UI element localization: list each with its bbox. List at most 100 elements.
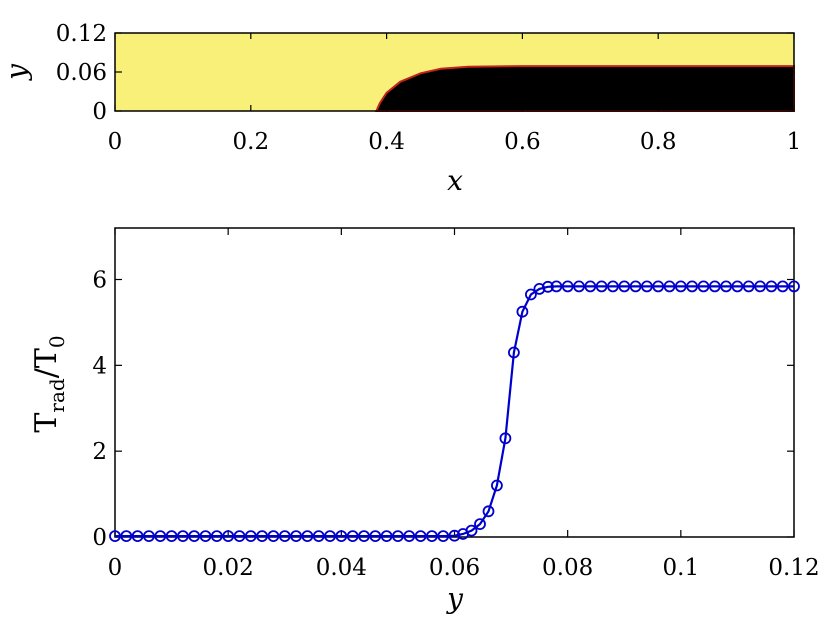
data-point-marker	[686, 280, 698, 293]
data-point-marker	[474, 518, 486, 530]
data-point-marker	[490, 479, 503, 492]
data-point-marker	[448, 529, 461, 542]
data-point-marker	[346, 530, 359, 542]
line-x-tick-label: 0.08	[542, 555, 593, 581]
line-x-tick-label: 0.04	[316, 555, 367, 581]
data-point-marker	[765, 280, 778, 293]
heatmap-y-tick-label: 0.12	[56, 21, 107, 47]
ylabel-sub-0: 0	[45, 335, 69, 348]
data-point-marker	[391, 530, 404, 542]
heatmap-x-tick-label: 0.8	[640, 129, 677, 155]
data-point-marker	[380, 530, 393, 542]
data-point-marker	[131, 530, 144, 542]
data-point-marker	[142, 530, 155, 542]
data-point-marker	[663, 280, 676, 293]
data-point-marker	[222, 530, 235, 542]
data-point-marker	[607, 280, 619, 293]
data-point-marker	[465, 524, 478, 537]
data-point-marker	[312, 530, 325, 542]
data-point-marker	[708, 280, 721, 293]
data-point-marker	[525, 288, 537, 301]
data-point-marker	[199, 530, 212, 542]
data-point-marker	[278, 530, 291, 542]
data-point-marker	[641, 280, 653, 293]
ylabel-sub-rad: rad	[45, 378, 69, 412]
data-point-marker	[561, 280, 574, 293]
data-point-marker	[533, 282, 546, 295]
data-point-marker	[595, 280, 608, 293]
data-point-marker	[188, 530, 201, 542]
data-point-marker	[176, 530, 189, 542]
line-x-tick-label: 0	[108, 555, 123, 581]
heatmap-y-axis-label: y	[0, 63, 33, 82]
data-point-marker	[652, 280, 665, 293]
line-x-tick-label: 0.06	[429, 555, 480, 581]
data-point-marker	[629, 280, 642, 293]
heatmap-x-tick-label: 0.2	[233, 129, 270, 155]
data-point-marker	[244, 530, 257, 542]
heatmap-x-tick-label: 0.4	[368, 129, 405, 155]
line-y-tick-label: 2	[92, 439, 107, 465]
data-point-marker	[788, 280, 800, 293]
line-x-tick-label: 0.12	[768, 555, 819, 581]
ylabel-slash-t: /T	[29, 348, 64, 378]
heatmap-x-tick-label: 0.6	[504, 129, 541, 155]
data-point-marker	[301, 530, 314, 542]
line-x-axis-label: y	[445, 582, 464, 615]
heatmap-x-axis-label: x	[447, 164, 463, 197]
heatmap-x-tick-label: 0	[108, 129, 123, 155]
heatmap-x-tick-label: 1	[787, 129, 802, 155]
heatmap-y-ticks: 0 0.06 0.12	[56, 21, 794, 125]
data-point-marker	[508, 346, 520, 359]
line-x-tick-label: 0.02	[203, 555, 254, 581]
data-point-marker	[358, 530, 370, 542]
data-point-marker	[742, 280, 755, 293]
heatmap-y-tick-label: 0.06	[56, 60, 107, 86]
line-x-tick-label: 0.1	[663, 555, 700, 581]
data-point-marker	[425, 530, 438, 542]
data-point-marker	[154, 530, 167, 542]
series-markers	[109, 280, 800, 542]
data-point-marker	[109, 530, 121, 542]
data-point-marker	[290, 530, 303, 542]
ylabel-main: T	[29, 413, 64, 433]
line-x-ticks: 0 0.02 0.04 0.06 0.08 0.1 0.12	[108, 228, 820, 581]
data-point-marker	[482, 505, 495, 518]
svg-text:Trad/T0: Trad/T0	[29, 335, 69, 432]
heatmap-low-region	[374, 65, 795, 112]
data-point-marker	[414, 530, 427, 542]
data-point-marker	[120, 530, 133, 542]
line-y-tick-label: 6	[92, 268, 107, 294]
heatmap-y-tick-label: 0	[92, 99, 107, 125]
data-point-marker	[542, 280, 554, 293]
data-point-marker	[256, 530, 269, 542]
data-point-marker	[720, 280, 732, 293]
heatmap-x-ticks: 0 0.2 0.4 0.6 0.8 1	[108, 33, 802, 155]
data-point-marker	[573, 280, 585, 293]
data-point-marker	[674, 280, 687, 293]
data-point-marker	[324, 530, 336, 542]
data-point-marker	[210, 530, 223, 542]
data-point-marker	[731, 280, 744, 293]
data-point-marker	[550, 280, 563, 293]
data-point-marker	[165, 530, 178, 542]
data-point-marker	[437, 530, 450, 542]
line-y-tick-label: 0	[92, 525, 107, 551]
data-point-marker	[754, 280, 766, 293]
data-point-marker	[499, 432, 512, 445]
heatmap-panel: 0 0.2 0.4 0.6 0.8 1 0 0.06 0.12 x y	[0, 21, 801, 197]
data-point-marker	[369, 530, 382, 542]
data-point-marker	[267, 530, 280, 542]
data-point-marker	[697, 280, 710, 293]
line-y-tick-label: 4	[92, 353, 107, 379]
line-plot-frame	[114, 227, 795, 538]
data-point-marker	[403, 530, 416, 542]
data-point-marker	[584, 280, 597, 293]
line-y-ticks: 0 2 4 6	[92, 268, 794, 551]
data-point-marker	[233, 530, 246, 542]
data-point-marker	[516, 305, 529, 318]
line-y-axis-label: Trad/T0	[29, 335, 69, 432]
data-point-marker	[618, 280, 631, 293]
